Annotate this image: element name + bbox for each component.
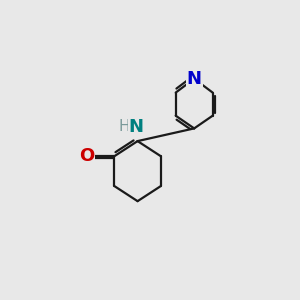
Text: N: N bbox=[187, 70, 202, 88]
Text: H: H bbox=[119, 118, 130, 134]
Text: N: N bbox=[128, 118, 143, 136]
Text: O: O bbox=[79, 147, 94, 165]
